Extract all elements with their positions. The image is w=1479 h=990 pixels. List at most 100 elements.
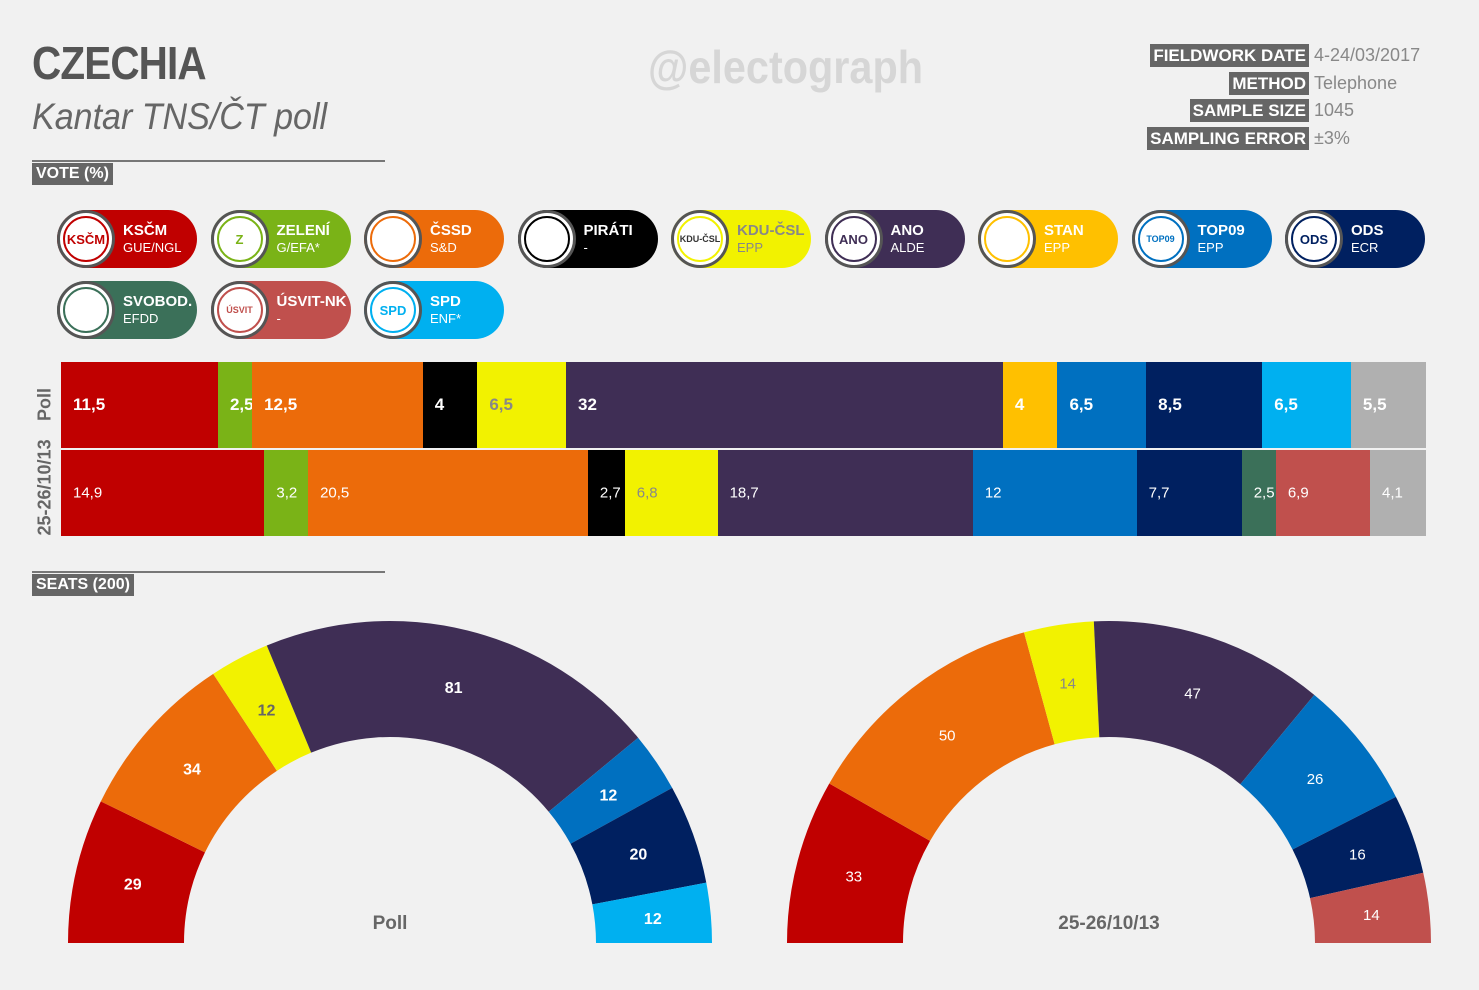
bar-value-label: 3,2 [276,484,298,502]
seat-value-label: 50 [939,727,956,744]
party-group: ECR [1351,240,1379,255]
seat-slice [548,737,673,844]
meta-value: 1045 [1314,100,1355,120]
meta-value: 4-24/03/2017 [1314,45,1421,65]
stan-flower-icon [978,210,1036,268]
party-name: KSČM [123,222,168,239]
seats-hemicycle-2013: 33 50 14 47 26 16 14 25-26/10/13 [787,621,1431,943]
meta-row: SAMPLE SIZE 1045 [1189,99,1419,122]
bar-value-label: 8,5 [1158,395,1182,414]
svobodni-logo-icon [57,281,115,339]
bar-segment: 6,5 [477,362,567,448]
party-name: TOP09 [1197,222,1245,239]
seat-slice [266,621,639,812]
party-group: EPP [1044,240,1071,255]
cherries-icon: KSČM [57,210,115,268]
meta-row: SAMPLING ERROR ±3% [1147,126,1419,150]
seat-value-label: 12 [599,788,617,805]
party-group: EPP [1197,240,1224,255]
party-pill: Z ZELENÍ G/EFA* [210,210,351,268]
party-pill: STAN EPP [978,210,1118,268]
meta-value: Telephone [1314,72,1398,93]
seat-value-label: 14 [1059,675,1076,692]
party-pill: ÚSVIT ÚSVIT-NK - [210,281,351,339]
bar-segment: 5,5 [1350,362,1427,448]
party-pill: ANO ANO ALDE [824,210,965,268]
party-group: - [276,311,281,326]
bar-value-label: 12 [984,484,1002,502]
seat-slice [570,787,707,905]
party-group: ALDE [890,240,925,255]
bar-segment: 2,7 [587,450,626,536]
bar-value-label: 12,5 [264,395,298,414]
bar-value-label: 11,5 [73,395,106,414]
bar-value-label: 6,5 [1274,395,1298,414]
party-name: KDU-ČSL [737,222,805,239]
meta-key: FIELDWORK DATE [1150,44,1309,67]
bar-value-label: 2,7 [599,484,621,502]
party-group: EFDD [123,311,159,326]
bar-segment: 12,5 [252,362,424,448]
divider [32,160,385,162]
seat-slice [1310,872,1431,943]
bar-segment: 4,1 [1370,450,1427,536]
party-pill: SVOBOD. EFDD [57,281,197,339]
ano-logo-icon: ANO [824,210,883,268]
party-group: EPP [737,240,764,255]
seat-value-label: 26 [1307,771,1324,788]
party-group: G/EFA* [276,240,320,255]
ods-logo-icon: ODS [1285,210,1343,268]
bar-value-label: 32 [578,395,597,414]
party-name: ČSSD [430,222,472,239]
seat-slice [829,632,1055,841]
seats-section-label: SEATS (200) [32,574,134,596]
seat-value-label: 14 [1363,907,1380,924]
meta-value: ±3% [1314,127,1350,148]
bar-value-label: 20,5 [320,484,350,502]
party-pill: SPD SPD ENF* [364,281,504,339]
hemicycle-caption: 25-26/10/13 [1058,913,1159,934]
seat-value-label: 33 [845,868,862,885]
green-z-icon: Z [210,210,269,268]
bar-row-label: 25-26/10/13 [34,439,55,536]
seat-value-label: 16 [1349,847,1366,864]
bar-value-label: 7,7 [1148,484,1170,502]
bar-segment: 4 [422,362,478,448]
seat-value-label: 47 [1184,686,1201,703]
bar-segment: 7,7 [1136,450,1243,536]
party-group: - [583,240,588,255]
party-name: ODS [1351,222,1384,239]
bar-segment: 4 [1002,362,1058,448]
seat-value-label: 81 [445,680,463,697]
meta-key: METHOD [1229,71,1309,95]
party-group: S&D [430,240,457,255]
seat-slice [68,801,206,943]
party-pill: KDU-ČSL KDU-ČSL EPP [671,210,811,268]
seat-value-label: 12 [258,703,276,720]
party-pill: KSČM KSČM GUE/NGL [57,210,197,268]
party-group: ENF* [430,311,462,326]
party-name: SPD [430,293,461,310]
meta-row: FIELDWORK DATE 4-24/03/2017 [1150,44,1421,67]
bar-row-label: Poll [34,388,55,422]
seat-slice [1093,621,1315,785]
bar-value-label: 6,9 [1287,484,1309,502]
top09-logo-icon: TOP09 [1131,210,1190,268]
bar-segment: 20,5 [308,450,589,536]
bar-value-label: 6,5 [1069,395,1094,414]
hemicycle-caption: Poll [373,913,408,934]
seat-value-label: 12 [644,911,662,928]
bar-segment: 32 [566,362,1004,448]
bar-segment: 6,5 [1057,362,1147,448]
bar-segment: 6,9 [1275,450,1371,536]
bar-segment: 11,5 [61,362,219,448]
seat-slice [1240,694,1396,850]
bar-value-label: 4,1 [1382,484,1403,502]
bar-value-label: 2,5 [1253,484,1275,502]
bar-value-label: 6,5 [489,395,513,414]
bar-segment: 2,5 [217,362,254,448]
seat-slice [1024,621,1100,745]
page-title: CZECHIA [32,37,207,89]
party-group: GUE/NGL [123,240,182,255]
bar-value-label: 14,9 [73,484,103,502]
